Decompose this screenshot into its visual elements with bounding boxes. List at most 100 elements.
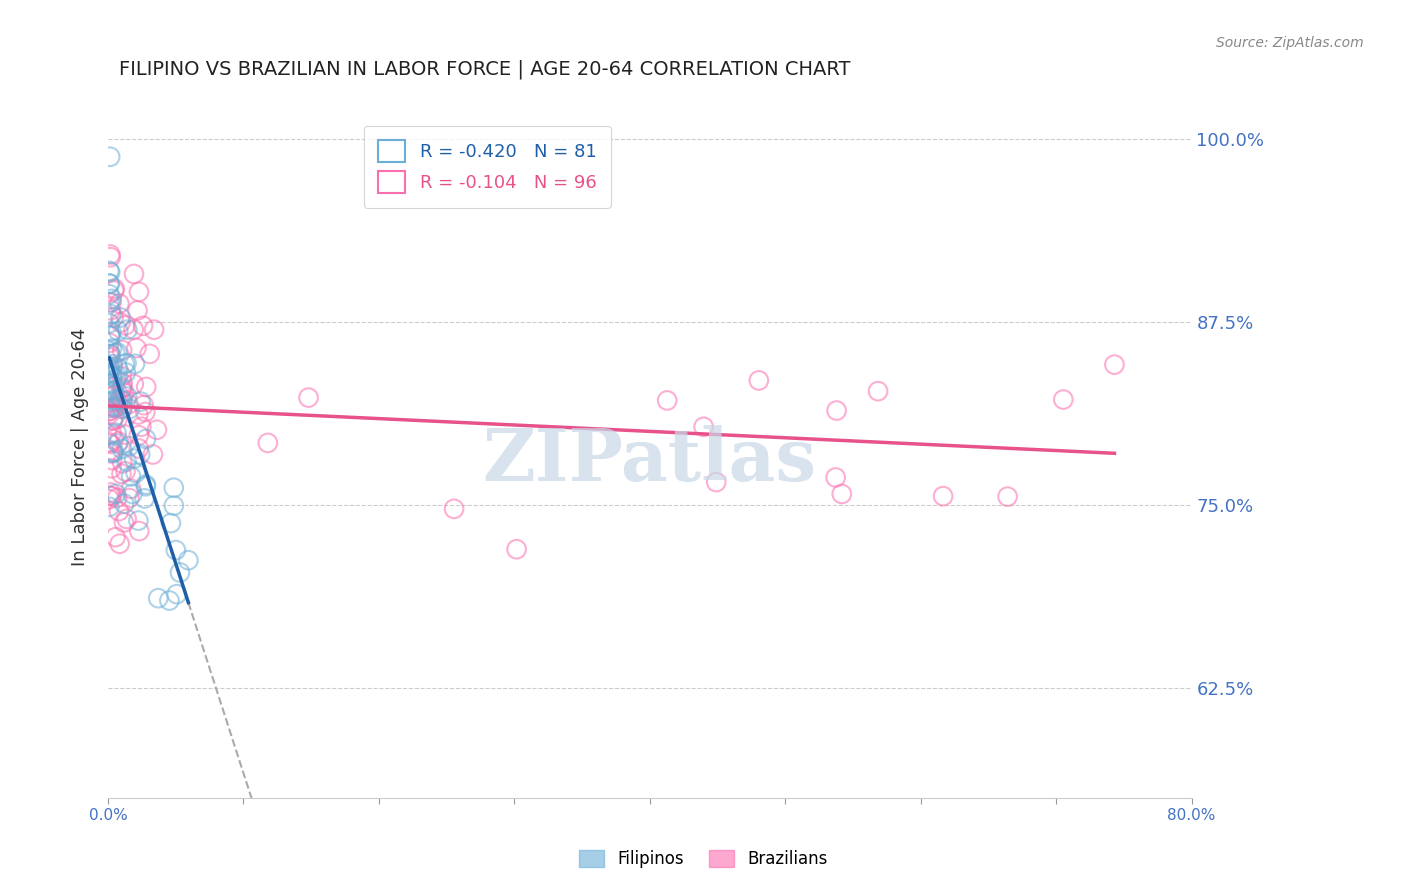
Filipinos (107, 345, 129, 359)
Filipinos (100, 308, 122, 322)
Brazilians (932, 489, 955, 503)
Brazilians (128, 442, 150, 456)
Filipinos (118, 401, 141, 416)
Brazilians (111, 456, 134, 470)
Filipinos (100, 329, 122, 343)
Filipinos (115, 390, 138, 404)
Brazilians (101, 359, 124, 374)
Brazilians (103, 310, 125, 325)
Brazilians (142, 447, 165, 461)
Brazilians (1104, 358, 1126, 372)
Brazilians (127, 303, 149, 318)
Brazilians (824, 470, 846, 484)
Brazilians (107, 434, 129, 449)
Filipinos (100, 384, 122, 399)
Filipinos (120, 469, 142, 483)
Filipinos (115, 366, 138, 380)
Brazilians (122, 377, 145, 392)
Filipinos (135, 432, 157, 446)
Brazilians (111, 393, 134, 408)
Brazilians (100, 250, 122, 264)
Brazilians (98, 446, 121, 460)
Brazilians (120, 482, 142, 496)
Brazilians (100, 485, 122, 500)
Brazilians (117, 397, 139, 411)
Filipinos (163, 481, 186, 495)
Filipinos (160, 516, 183, 530)
Filipinos (163, 499, 186, 513)
Brazilians (101, 390, 124, 404)
Filipinos (177, 553, 200, 567)
Text: FILIPINO VS BRAZILIAN IN LABOR FORCE | AGE 20-64 CORRELATION CHART: FILIPINO VS BRAZILIAN IN LABOR FORCE | A… (120, 60, 851, 79)
Brazilians (111, 401, 134, 416)
Filipinos (103, 409, 125, 424)
Brazilians (114, 465, 136, 479)
Brazilians (128, 428, 150, 442)
Legend: R = -0.420   N = 81, R = -0.104   N = 96: R = -0.420 N = 81, R = -0.104 N = 96 (364, 126, 610, 208)
Brazilians (135, 380, 157, 394)
Brazilians (111, 376, 134, 391)
Filipinos (124, 357, 146, 371)
Filipinos (148, 591, 170, 606)
Filipinos (135, 479, 157, 493)
Brazilians (748, 374, 770, 388)
Brazilians (103, 384, 125, 398)
Filipinos (110, 310, 132, 325)
Filipinos (118, 439, 141, 453)
Brazilians (505, 542, 527, 557)
Brazilians (110, 382, 132, 396)
Brazilians (122, 322, 145, 336)
Filipinos (98, 277, 121, 291)
Brazilians (100, 437, 122, 451)
Brazilians (297, 391, 319, 405)
Brazilians (100, 247, 122, 261)
Filipinos (101, 357, 124, 371)
Brazilians (1052, 392, 1074, 407)
Filipinos (124, 466, 146, 480)
Brazilians (128, 524, 150, 538)
Filipinos (98, 401, 121, 416)
Brazilians (122, 267, 145, 281)
Filipinos (98, 265, 121, 279)
Brazilians (100, 425, 122, 440)
Brazilians (108, 537, 131, 551)
Brazilians (98, 362, 121, 376)
Filipinos (114, 357, 136, 371)
Brazilians (100, 303, 122, 318)
Brazilians (111, 369, 134, 384)
Filipinos (104, 487, 127, 501)
Filipinos (134, 491, 156, 506)
Brazilians (98, 335, 121, 350)
Brazilians (692, 419, 714, 434)
Brazilians (101, 489, 124, 503)
Brazilians (105, 491, 128, 505)
Brazilians (143, 323, 166, 337)
Filipinos (98, 399, 121, 413)
Filipinos (103, 392, 125, 407)
Filipinos (107, 436, 129, 450)
Filipinos (101, 445, 124, 459)
Brazilians (115, 512, 138, 526)
Brazilians (100, 295, 122, 310)
Brazilians (108, 296, 131, 310)
Brazilians (98, 404, 121, 418)
Brazilians (112, 385, 135, 400)
Filipinos (98, 344, 121, 359)
Filipinos (98, 383, 121, 397)
Filipinos (107, 400, 129, 414)
Filipinos (110, 392, 132, 407)
Filipinos (111, 442, 134, 456)
Brazilians (132, 398, 155, 412)
Brazilians (104, 388, 127, 402)
Brazilians (104, 530, 127, 544)
Filipinos (112, 497, 135, 511)
Brazilians (101, 413, 124, 427)
Brazilians (103, 400, 125, 414)
Brazilians (443, 501, 465, 516)
Text: Source: ZipAtlas.com: Source: ZipAtlas.com (1216, 36, 1364, 50)
Brazilians (128, 285, 150, 299)
Brazilians (98, 347, 121, 361)
Filipinos (98, 316, 121, 330)
Brazilians (704, 475, 727, 489)
Filipinos (107, 369, 129, 384)
